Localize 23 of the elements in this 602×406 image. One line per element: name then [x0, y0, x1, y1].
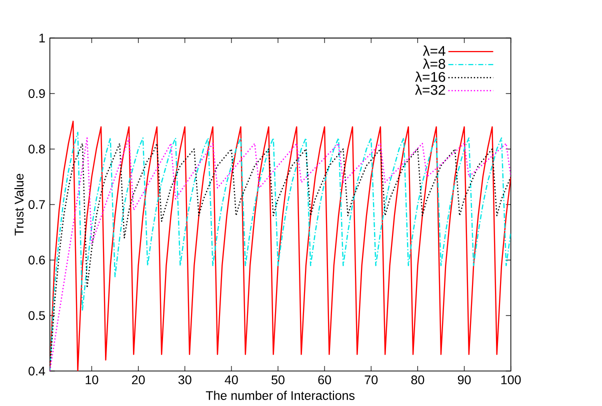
y-tick-label: 1	[39, 34, 45, 42]
y-tick-label: 0.9	[28, 89, 45, 98]
x-tick-label: 20	[132, 375, 145, 384]
y-tick-label: 0.7	[28, 200, 45, 209]
x-tick-label: 30	[178, 375, 192, 384]
legend-label: λ=8	[422, 58, 446, 69]
x-tick-label: 50	[272, 375, 284, 384]
x-tick-label: 70	[364, 375, 378, 384]
legend-label: λ=16	[415, 72, 446, 82]
y-tick-label: 0.6	[28, 256, 45, 264]
x-tick-label: 10	[86, 375, 98, 384]
x-tick-label: 100	[501, 375, 521, 384]
x-tick-label: 90	[458, 375, 471, 384]
y-axis-title: Trust Value	[14, 174, 24, 236]
legend-label: λ=4	[422, 46, 446, 56]
x-tick-label: 80	[411, 375, 424, 384]
x-tick-label: 60	[318, 375, 332, 384]
legend-label: λ=32	[415, 84, 446, 95]
y-tick-label: 0.4	[28, 366, 46, 376]
y-tick-label: 0.5	[28, 311, 45, 320]
x-axis-title: The number of Interactions	[206, 390, 355, 400]
x-tick-label: 40	[224, 375, 238, 384]
y-tick-label: 0.8	[28, 144, 45, 154]
